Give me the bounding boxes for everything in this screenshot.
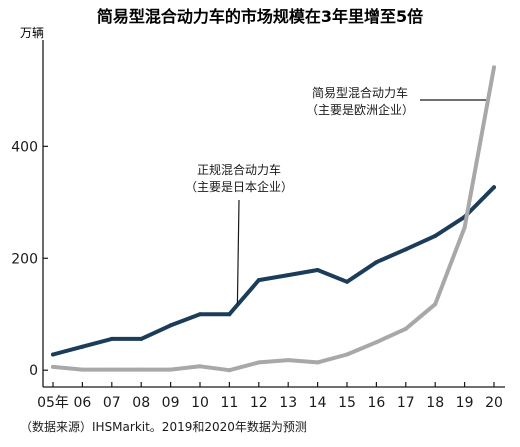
series-2-point — [80, 367, 85, 372]
series-line-2 — [51, 65, 496, 373]
series-1-point — [198, 312, 202, 317]
series-2-point — [492, 65, 496, 70]
x-tick-label: 11 — [220, 395, 238, 411]
series-1-annotation-label: 正规混合动力车 — [197, 162, 281, 177]
series-2-point — [345, 352, 349, 357]
x-tick-label: 20 — [485, 395, 503, 411]
annotation-leader-line — [236, 199, 240, 305]
series-2-point — [139, 367, 144, 372]
x-tick-label: 10 — [191, 395, 209, 411]
axes-group: 0 200 400 05年 06 07 08 09 10 11 12 13 14 15 16 17 18 19 20 — [11, 40, 505, 411]
y-axis-unit-label: 万辆 — [20, 26, 44, 40]
x-tick-label: 06 — [73, 395, 91, 411]
series-2-point — [374, 340, 379, 345]
x-tick-label: 13 — [279, 395, 297, 411]
series-2-point — [403, 326, 408, 331]
series-1-point — [139, 336, 144, 341]
x-tick-label: 05年 — [37, 395, 69, 411]
x-tick-label: 18 — [426, 395, 444, 411]
annotation-layer: 正规混合动力车 （主要是日本企业） 简易型混合动力车 （主要是欧洲企业） — [185, 85, 486, 305]
series-1-point — [256, 278, 261, 283]
series-2-point — [256, 360, 261, 365]
series-2-annotation-label: （主要是欧洲企业） — [306, 102, 414, 117]
x-tick-label: 09 — [162, 395, 180, 411]
series-2-point — [315, 360, 320, 365]
y-tick-label: 200 — [11, 251, 38, 267]
x-tick-label: 12 — [250, 395, 268, 411]
series-1-point — [80, 344, 85, 349]
series-1-annotation-label: （主要是日本企业） — [185, 179, 293, 194]
y-tick-label: 400 — [11, 139, 38, 155]
series-2-point — [109, 367, 114, 372]
series-1-point — [374, 260, 379, 265]
y-tick-label: 0 — [29, 363, 38, 379]
x-tick-label: 17 — [397, 395, 415, 411]
x-tick-label: 07 — [103, 395, 121, 411]
series-1-point — [109, 336, 114, 341]
series-2-annotation-label: 简易型混合动力车 — [312, 85, 408, 100]
series-1-point — [433, 233, 438, 238]
series-1-point — [345, 279, 349, 284]
series-2-point — [198, 364, 202, 369]
series-2-point — [286, 358, 291, 363]
series-2-point — [51, 364, 55, 369]
series-1-point — [286, 273, 291, 278]
series-1-point — [403, 247, 408, 252]
x-tick-label: 14 — [309, 395, 327, 411]
series-1-point — [168, 323, 173, 328]
series-1-point — [51, 352, 55, 357]
x-tick-label: 08 — [132, 395, 150, 411]
x-tick-label: 19 — [456, 395, 474, 411]
source-note: （数据来源）IHSMarkit。2019和2020年数据为预测 — [20, 419, 307, 434]
x-tick-label: 15 — [338, 395, 356, 411]
series-2-point — [433, 302, 438, 307]
series-1-point — [492, 185, 496, 190]
chart-title: 简易型混合动力车的市场规模在3年里增至5倍 — [97, 7, 423, 26]
series-2-point — [168, 367, 173, 372]
series-line-1 — [51, 185, 496, 357]
series-1-point — [315, 268, 320, 273]
series-layer — [51, 65, 496, 373]
series-2-point — [227, 368, 232, 373]
x-tick-label: 16 — [367, 395, 385, 411]
series-2-point — [462, 225, 467, 230]
series-1-point — [227, 312, 232, 317]
